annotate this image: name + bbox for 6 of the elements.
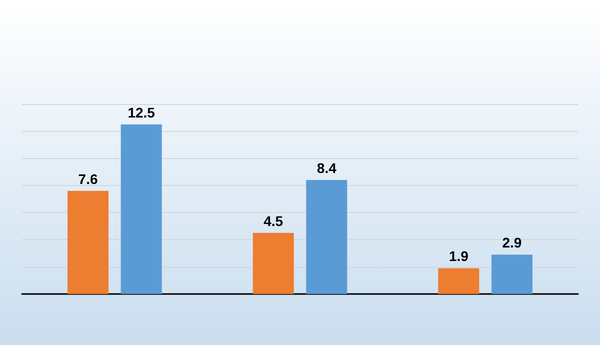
data-label: 12.5 [128, 104, 156, 120]
data-label: 2.9 [502, 234, 522, 251]
data-label: 8.4 [316, 160, 337, 176]
data-label: 7.6 [78, 170, 98, 187]
data-label: 1.9 [448, 248, 469, 264]
data-label: 4.5 [264, 212, 284, 229]
